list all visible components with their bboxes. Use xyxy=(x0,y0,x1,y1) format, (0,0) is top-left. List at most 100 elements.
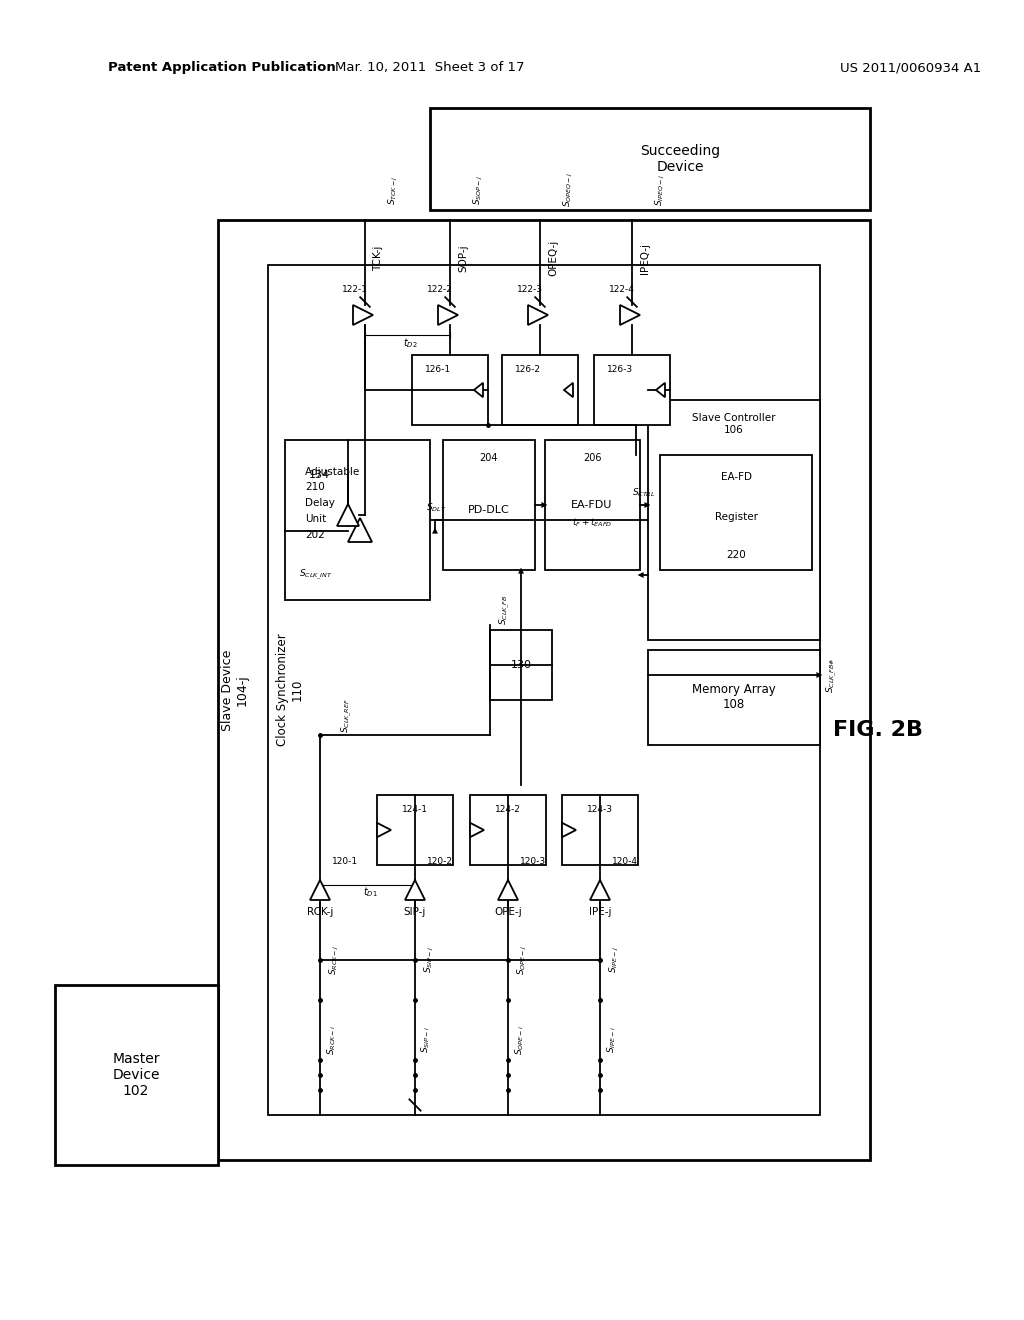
Text: SIP-j: SIP-j xyxy=(403,907,426,917)
Polygon shape xyxy=(348,517,372,543)
Text: $S_{OPEQ-j}$: $S_{OPEQ-j}$ xyxy=(562,173,575,207)
Polygon shape xyxy=(353,305,373,325)
Polygon shape xyxy=(564,383,573,397)
Text: $S_{RCK-i}$: $S_{RCK-i}$ xyxy=(325,1024,338,1055)
Text: RCK-j: RCK-j xyxy=(307,907,333,917)
Text: Clock Synchronizer
110: Clock Synchronizer 110 xyxy=(276,634,304,746)
Text: EA-FD: EA-FD xyxy=(721,473,752,482)
Bar xyxy=(443,440,535,570)
Polygon shape xyxy=(432,528,438,533)
Text: $t_F+t_{EAFD}$: $t_F+t_{EAFD}$ xyxy=(571,516,612,529)
Text: $S_{CLK\_REF}$: $S_{CLK\_REF}$ xyxy=(340,697,354,733)
Polygon shape xyxy=(337,504,359,525)
Text: 124-1: 124-1 xyxy=(402,804,428,813)
Bar xyxy=(470,795,546,865)
Text: Master
Device
102: Master Device 102 xyxy=(113,1052,160,1098)
Bar xyxy=(502,355,578,425)
Text: Delay: Delay xyxy=(305,498,335,508)
Text: OPEQ-j: OPEQ-j xyxy=(548,240,558,276)
Bar xyxy=(490,630,552,700)
Text: $S_{SIP-j}$: $S_{SIP-j}$ xyxy=(423,946,436,973)
Text: 122-4: 122-4 xyxy=(609,285,635,294)
Text: 120-4: 120-4 xyxy=(612,858,638,866)
Text: PD-DLC: PD-DLC xyxy=(468,506,510,515)
Text: Register: Register xyxy=(715,512,758,521)
Text: $S_{IPE-i}$: $S_{IPE-i}$ xyxy=(605,1027,617,1053)
Polygon shape xyxy=(406,880,425,900)
Text: SOP-j: SOP-j xyxy=(458,244,468,272)
Text: 122-1: 122-1 xyxy=(342,285,368,294)
Text: $S_{CLK\_FB\#}$: $S_{CLK\_FB\#}$ xyxy=(825,657,840,693)
Polygon shape xyxy=(620,305,640,325)
Text: 210: 210 xyxy=(305,482,325,492)
Text: 106: 106 xyxy=(724,425,743,436)
Text: $S_{OPE-j}$: $S_{OPE-j}$ xyxy=(516,945,529,975)
Text: OPE-j: OPE-j xyxy=(495,907,522,917)
Bar xyxy=(562,795,638,865)
Text: 120-1: 120-1 xyxy=(332,858,358,866)
Bar xyxy=(648,649,820,744)
Polygon shape xyxy=(638,572,644,578)
Text: 202: 202 xyxy=(305,531,325,540)
Text: $t_{D2}$: $t_{D2}$ xyxy=(402,337,418,350)
Text: Slave Controller: Slave Controller xyxy=(692,413,776,422)
Bar xyxy=(218,220,870,1160)
Polygon shape xyxy=(474,383,483,397)
Text: 206: 206 xyxy=(583,453,601,463)
Bar xyxy=(377,795,453,865)
Text: 126-2: 126-2 xyxy=(515,366,541,375)
Text: Mar. 10, 2011  Sheet 3 of 17: Mar. 10, 2011 Sheet 3 of 17 xyxy=(335,62,524,74)
Text: $S_{TCK-j}$: $S_{TCK-j}$ xyxy=(387,176,400,205)
Text: FIG. 2B: FIG. 2B xyxy=(833,719,923,741)
Text: 124-3: 124-3 xyxy=(587,804,613,813)
Text: Memory Array
108: Memory Array 108 xyxy=(692,682,776,711)
Text: IPEQ-j: IPEQ-j xyxy=(640,243,650,273)
Text: $S_{SIP-i}$: $S_{SIP-i}$ xyxy=(420,1027,432,1053)
Text: TCK-j: TCK-j xyxy=(373,246,383,271)
Bar xyxy=(268,265,820,1115)
Polygon shape xyxy=(562,822,575,837)
Text: $S_{CTRL}$: $S_{CTRL}$ xyxy=(632,487,655,499)
Text: $S_{RCK-j}$: $S_{RCK-j}$ xyxy=(328,945,341,975)
Bar xyxy=(648,400,820,640)
Text: $S_{CLK\_INT}$: $S_{CLK\_INT}$ xyxy=(299,568,333,582)
Text: IPE-j: IPE-j xyxy=(589,907,611,917)
Text: $S_{IPE-j}$: $S_{IPE-j}$ xyxy=(608,946,622,973)
Polygon shape xyxy=(590,880,610,900)
Text: 120-3: 120-3 xyxy=(520,858,546,866)
Polygon shape xyxy=(470,822,484,837)
Text: $t_{D1}$: $t_{D1}$ xyxy=(362,886,377,899)
Text: $S_{IPEQ-j}$: $S_{IPEQ-j}$ xyxy=(654,174,667,206)
Polygon shape xyxy=(377,822,391,837)
Text: 204: 204 xyxy=(480,453,499,463)
Polygon shape xyxy=(518,568,524,574)
Polygon shape xyxy=(644,502,650,508)
Polygon shape xyxy=(498,880,518,900)
Text: US 2011/0060934 A1: US 2011/0060934 A1 xyxy=(840,62,981,74)
Bar xyxy=(430,108,870,210)
Bar xyxy=(660,455,812,570)
Text: 126-1: 126-1 xyxy=(425,366,451,375)
Text: Unit: Unit xyxy=(305,513,327,524)
Text: EA-FDU: EA-FDU xyxy=(571,500,612,510)
Text: $S_{SOP-j}$: $S_{SOP-j}$ xyxy=(472,176,485,205)
Text: $S_{OPE-i}$: $S_{OPE-i}$ xyxy=(513,1026,525,1055)
Polygon shape xyxy=(816,672,822,678)
Polygon shape xyxy=(528,305,548,325)
Bar xyxy=(545,440,640,570)
Bar xyxy=(55,985,218,1166)
Polygon shape xyxy=(656,383,665,397)
Text: 130: 130 xyxy=(511,660,531,671)
Text: 120-2: 120-2 xyxy=(427,858,453,866)
Text: Patent Application Publication: Patent Application Publication xyxy=(108,62,336,74)
Text: 122-3: 122-3 xyxy=(517,285,543,294)
Text: $S_{DLY}$: $S_{DLY}$ xyxy=(426,502,446,515)
Text: 122-2: 122-2 xyxy=(427,285,453,294)
Bar xyxy=(412,355,488,425)
Text: Adjustable: Adjustable xyxy=(305,467,360,477)
Polygon shape xyxy=(542,502,548,508)
Bar xyxy=(285,440,430,601)
Bar xyxy=(594,355,670,425)
Text: Slave Device
104-j: Slave Device 104-j xyxy=(221,649,249,731)
Text: 220: 220 xyxy=(726,550,745,560)
